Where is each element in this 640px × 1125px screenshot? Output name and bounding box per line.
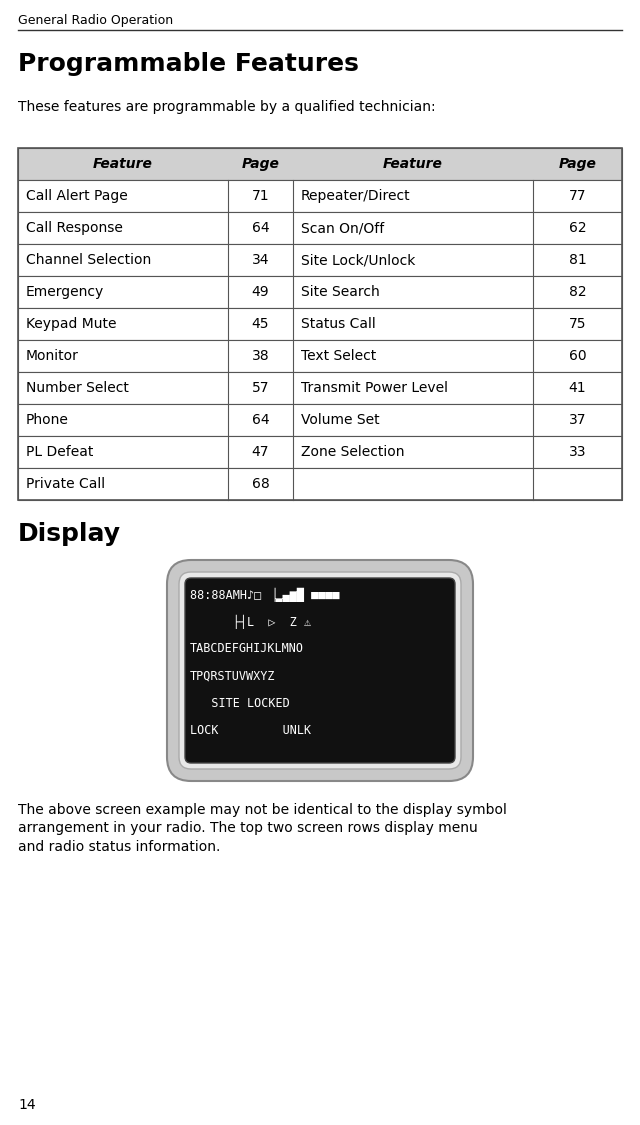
Bar — [18, 276, 622, 308]
FancyBboxPatch shape — [185, 578, 455, 763]
Text: TPQRSTUVWXYZ: TPQRSTUVWXYZ — [190, 669, 275, 683]
Text: 38: 38 — [252, 349, 269, 363]
Text: Text Select: Text Select — [301, 349, 376, 363]
Bar — [18, 244, 622, 276]
Text: 81: 81 — [568, 253, 586, 267]
Bar — [18, 340, 622, 372]
Text: Call Alert Page: Call Alert Page — [26, 189, 128, 202]
Text: Call Response: Call Response — [26, 220, 123, 235]
Bar — [18, 212, 622, 244]
Text: Feature: Feature — [93, 158, 153, 171]
Bar — [18, 148, 622, 500]
Text: General Radio Operation: General Radio Operation — [18, 14, 173, 27]
Text: Feature: Feature — [383, 158, 443, 171]
Text: Site Lock/Unlock: Site Lock/Unlock — [301, 253, 415, 267]
Text: ├┤L  ▷  Z ⚠: ├┤L ▷ Z ⚠ — [190, 615, 311, 630]
Text: 41: 41 — [569, 381, 586, 395]
Text: Volume Set: Volume Set — [301, 413, 380, 428]
Text: Display: Display — [18, 522, 121, 546]
Text: 64: 64 — [252, 413, 269, 428]
Text: Page: Page — [241, 158, 280, 171]
Text: 75: 75 — [569, 317, 586, 331]
Text: 88:88AMH♪□ ▕▂▄▆█ ■■■■: 88:88AMH♪□ ▕▂▄▆█ ■■■■ — [190, 588, 340, 602]
Text: These features are programmable by a qualified technician:: These features are programmable by a qua… — [18, 100, 436, 114]
Text: Page: Page — [559, 158, 596, 171]
Bar — [18, 404, 622, 436]
Bar — [18, 436, 622, 468]
Text: Programmable Features: Programmable Features — [18, 52, 359, 76]
Text: Repeater/Direct: Repeater/Direct — [301, 189, 411, 202]
Bar — [18, 180, 622, 212]
Text: The above screen example may not be identical to the display symbol
arrangement : The above screen example may not be iden… — [18, 803, 507, 854]
FancyBboxPatch shape — [179, 572, 461, 770]
Bar — [18, 372, 622, 404]
Text: Scan On/Off: Scan On/Off — [301, 220, 384, 235]
Text: 33: 33 — [569, 446, 586, 459]
Text: 82: 82 — [569, 285, 586, 299]
Text: Monitor: Monitor — [26, 349, 79, 363]
Text: Keypad Mute: Keypad Mute — [26, 317, 116, 331]
Text: 77: 77 — [569, 189, 586, 202]
Text: Number Select: Number Select — [26, 381, 129, 395]
Text: 47: 47 — [252, 446, 269, 459]
FancyBboxPatch shape — [167, 560, 473, 781]
Text: Private Call: Private Call — [26, 477, 105, 490]
Bar — [18, 148, 622, 180]
Text: Emergency: Emergency — [26, 285, 104, 299]
Text: 14: 14 — [18, 1098, 36, 1112]
Text: 60: 60 — [569, 349, 586, 363]
Text: 68: 68 — [252, 477, 269, 490]
Text: Zone Selection: Zone Selection — [301, 446, 404, 459]
Text: SITE LOCKED: SITE LOCKED — [190, 696, 290, 710]
Text: 71: 71 — [252, 189, 269, 202]
Ellipse shape — [205, 770, 435, 780]
Text: PL Defeat: PL Defeat — [26, 446, 93, 459]
Text: 37: 37 — [569, 413, 586, 428]
Text: Status Call: Status Call — [301, 317, 376, 331]
Text: Phone: Phone — [26, 413, 69, 428]
Bar — [18, 308, 622, 340]
Text: 64: 64 — [252, 220, 269, 235]
Text: Channel Selection: Channel Selection — [26, 253, 151, 267]
Text: 57: 57 — [252, 381, 269, 395]
Text: Site Search: Site Search — [301, 285, 380, 299]
Text: 62: 62 — [569, 220, 586, 235]
Text: 49: 49 — [252, 285, 269, 299]
Text: Transmit Power Level: Transmit Power Level — [301, 381, 448, 395]
Bar — [18, 468, 622, 500]
Text: 45: 45 — [252, 317, 269, 331]
Text: LOCK         UNLK: LOCK UNLK — [190, 724, 311, 737]
Text: TABCDEFGHIJKLMNO: TABCDEFGHIJKLMNO — [190, 642, 304, 656]
Text: 34: 34 — [252, 253, 269, 267]
